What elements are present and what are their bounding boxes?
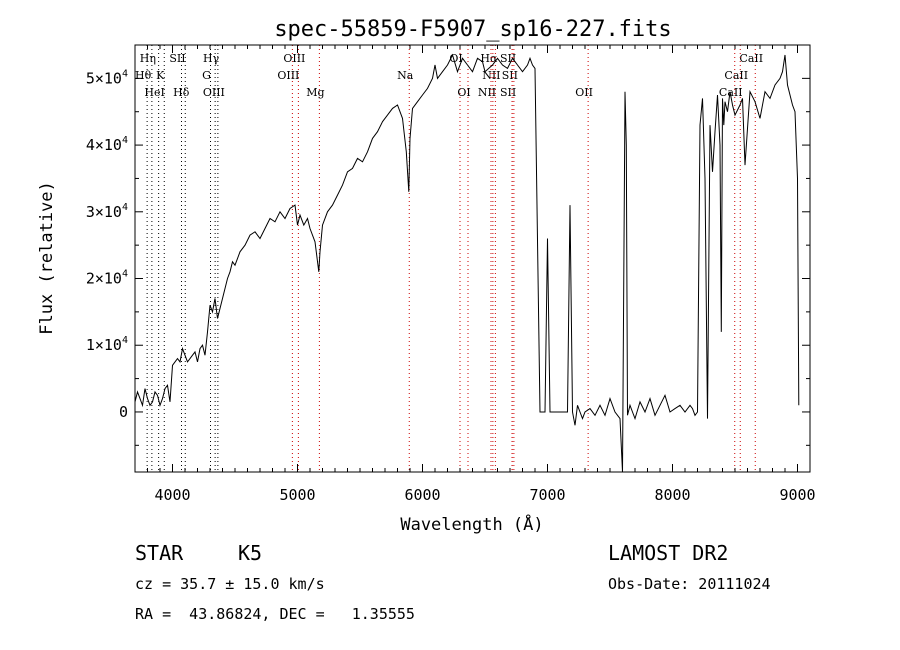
marker-label: G bbox=[202, 69, 211, 82]
y-tick-mantissa: 5×10 bbox=[86, 69, 122, 87]
y-tick-label: 5×104 bbox=[86, 68, 128, 87]
marker-label: Hα bbox=[480, 52, 498, 65]
marker-label: NII bbox=[478, 86, 496, 99]
y-tick-mantissa: 3×10 bbox=[86, 203, 122, 221]
y-tick-mantissa: 1×10 bbox=[86, 336, 122, 354]
object-subclass: K5 bbox=[238, 541, 263, 565]
marker-label: Hγ bbox=[203, 52, 220, 65]
y-tick-exponent: 4 bbox=[122, 269, 128, 280]
marker-label: Na bbox=[397, 69, 414, 82]
marker-label: OII bbox=[575, 86, 593, 99]
y-tick-label: 2×104 bbox=[86, 269, 128, 288]
x-tick-label: 5000 bbox=[279, 486, 315, 504]
spectrum-series-line bbox=[134, 53, 800, 473]
ra-dec-label: RA = 43.86824, DEC = 1.35555 bbox=[135, 605, 415, 623]
marker-label: K bbox=[156, 69, 165, 82]
y-tick-mantissa: 4×10 bbox=[86, 136, 122, 154]
redshift-label: cz = 35.7 ± 15.0 km/s bbox=[135, 575, 325, 593]
marker-label: OI bbox=[457, 86, 470, 99]
x-tick-label: 6000 bbox=[404, 486, 440, 504]
y-tick-label: 1×104 bbox=[86, 335, 128, 354]
marker-label: SII bbox=[500, 86, 516, 99]
y-tick-mantissa: 0 bbox=[119, 403, 128, 421]
y-tick-exponent: 4 bbox=[122, 135, 128, 146]
y-axis-label: Flux (relative) bbox=[37, 181, 57, 335]
marker-label: CaII bbox=[724, 69, 748, 82]
x-tick-label: 8000 bbox=[654, 486, 690, 504]
survey-label: LAMOST DR2 bbox=[608, 541, 729, 565]
y-tick-label: 4×104 bbox=[86, 135, 128, 154]
marker-label: Mg bbox=[306, 86, 324, 99]
marker-label: NII bbox=[482, 69, 500, 82]
object-class: STAR bbox=[135, 541, 184, 565]
y-tick-exponent: 4 bbox=[122, 202, 128, 213]
marker-label: Hθ bbox=[135, 69, 152, 82]
x-tick-label: 9000 bbox=[779, 486, 815, 504]
marker-label: Hδ bbox=[173, 86, 190, 99]
x-tick-label: 4000 bbox=[154, 486, 190, 504]
marker-label: HeI bbox=[144, 86, 164, 99]
y-tick-label: 3×104 bbox=[86, 202, 128, 221]
y-tick-mantissa: 2×10 bbox=[86, 270, 122, 288]
marker-label: SII bbox=[169, 52, 185, 65]
y-tick-exponent: 4 bbox=[122, 68, 128, 79]
y-tick-label: 0 bbox=[119, 403, 128, 421]
marker-label: CaII bbox=[739, 52, 763, 65]
marker-label: SII bbox=[502, 69, 518, 82]
obs-date-label: Obs-Date: 20111024 bbox=[608, 575, 771, 593]
x-tick-label: 7000 bbox=[529, 486, 565, 504]
marker-label: OIII bbox=[283, 52, 305, 65]
x-axis-ticks: 4000 5000 6000 7000 8000 9000 bbox=[134, 45, 816, 504]
chart-title: spec-55859-F5907_sp16-227.fits bbox=[274, 17, 671, 42]
marker-label: OIII bbox=[277, 69, 299, 82]
marker-label: Hη bbox=[140, 52, 156, 65]
marker-label: CaII bbox=[719, 86, 743, 99]
y-tick-exponent: 4 bbox=[122, 335, 128, 346]
x-axis-label: Wavelength (Å) bbox=[400, 513, 543, 535]
marker-label: OIII bbox=[203, 86, 225, 99]
